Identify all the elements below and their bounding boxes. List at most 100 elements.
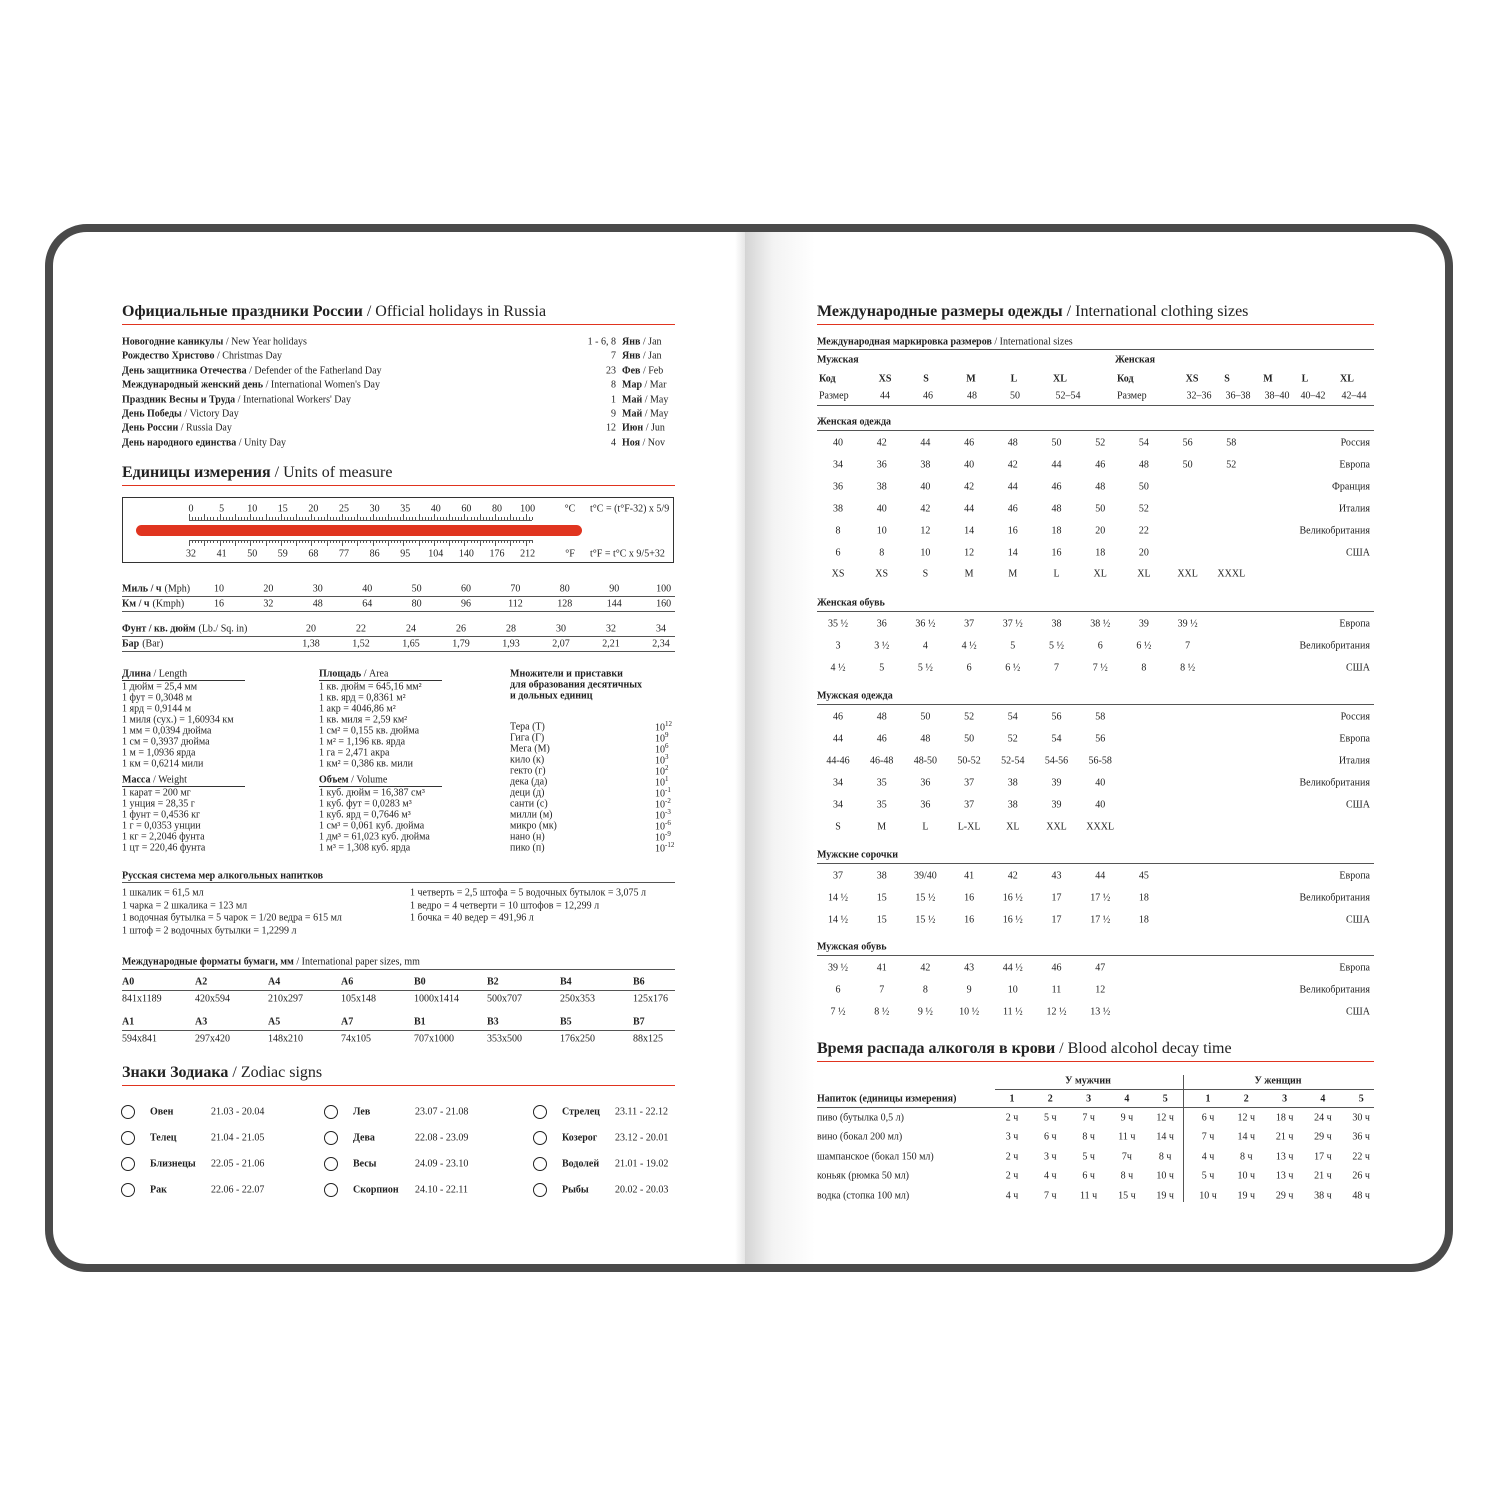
size-cell: XL (1137, 568, 1151, 580)
country: США (1346, 914, 1370, 926)
scale-tick (296, 540, 297, 546)
prefix-name: кило (к) (510, 754, 545, 766)
paper-size: 353x500 (487, 1033, 522, 1045)
zodiac-name: Дева (353, 1132, 375, 1144)
section-title: Время распада алкоголя в кровиBlood alco… (817, 1040, 1232, 1058)
scale-tick (289, 540, 291, 543)
text: °F (565, 548, 575, 560)
size-cell: L (922, 820, 929, 832)
size-cell: 50-52 (957, 755, 981, 767)
zodiac-dates: 23.12 - 20.01 (615, 1132, 669, 1144)
row-value: 1,79 (452, 638, 470, 650)
plain-part: Defender of the Fatherland Day (247, 365, 382, 376)
scale-tick (525, 514, 527, 520)
decay-time: 17 ч (1314, 1151, 1332, 1163)
size-cell: 5 (1010, 640, 1016, 652)
scale-tick (207, 517, 209, 520)
size-cell: 8 ½ (1180, 662, 1196, 674)
size-cell: 48 (1138, 459, 1149, 471)
scale-tick (265, 540, 267, 546)
size-cell: 47 (1095, 962, 1106, 974)
size-cell: 42 (964, 481, 975, 493)
prefix-power: 109 (655, 731, 669, 745)
scale-tick (375, 540, 377, 543)
row-value: 16 (214, 598, 224, 610)
rule (189, 520, 532, 521)
scale-tick (442, 517, 444, 520)
scale-tick (225, 540, 227, 543)
scale-tick (531, 540, 533, 543)
bold-part: Миль / ч (122, 583, 162, 595)
size-cell: 18 (1051, 524, 1062, 536)
decay-time: 14 ч (1156, 1131, 1174, 1143)
decay-time: 29 ч (1314, 1131, 1332, 1143)
size-cell: 43 (964, 962, 975, 974)
bold-part: Единицы измерения (122, 463, 271, 481)
size-cell: 44 (833, 733, 843, 745)
celsius-label: 10 (247, 503, 258, 515)
size-cell: 44 (964, 502, 975, 514)
row-value: 30 (312, 583, 323, 595)
size-cell: M (1008, 568, 1018, 580)
size-cell: 42 (1007, 459, 1018, 471)
size-cell: 52 (1138, 502, 1149, 514)
size-cell: 56 (1182, 437, 1193, 449)
paper-size: 841x1189 (122, 993, 162, 1005)
size-value: 52–54 (1055, 390, 1081, 402)
decay-time: 4 ч (1005, 1189, 1019, 1201)
scale-tick (192, 540, 193, 543)
section-title: Международные размеры одеждыInternationa… (817, 303, 1248, 321)
plain-part: International paper sizes, mm (294, 956, 420, 967)
size-cell: 4 ½ (830, 662, 846, 674)
size-cell: 14 (1007, 546, 1018, 558)
scale-tick (250, 540, 251, 546)
scale-tick (228, 517, 230, 520)
scale-tick (430, 540, 432, 543)
size-cell: 41 (876, 962, 887, 974)
scale-tick (446, 517, 447, 520)
zodiac-dates: 21.01 - 19.02 (615, 1158, 669, 1170)
scale-tick (366, 540, 368, 543)
rule (122, 969, 675, 970)
prefix-name: деци (д) (510, 787, 545, 799)
row-value: 2,21 (602, 638, 620, 650)
scale-tick (498, 517, 499, 520)
scale-tick (360, 540, 362, 543)
scale-tick (195, 540, 196, 543)
size-cell: 35 (876, 798, 887, 810)
size-cell: 39 ½ (828, 962, 848, 974)
conversion-line: 1 м³ = 1,308 куб. ярда (319, 842, 411, 854)
scale-tick (421, 540, 423, 543)
size-cell: 41 (964, 870, 975, 882)
holiday-day: 23 (606, 365, 616, 377)
text: У мужчин (1065, 1075, 1111, 1087)
power-exp: -12 (665, 841, 675, 850)
row-value: 70 (510, 583, 521, 595)
prefix-title: для образования десятичных (510, 679, 643, 691)
scale-tick (372, 540, 374, 546)
holiday-name: День ПобедыVictory Day (122, 408, 239, 420)
scale-tick (375, 517, 377, 520)
size-cell: 44 (1007, 481, 1018, 493)
text: 1 чарка = 2 шкалика = 123 мл (122, 899, 248, 911)
scale-tick (528, 540, 530, 543)
scale-tick (213, 540, 215, 543)
size-cell: 12 (964, 546, 975, 558)
prefix-power: 10-6 (655, 819, 671, 833)
scale-tick (409, 517, 411, 520)
scale-tick (308, 517, 310, 520)
prefix-power: 102 (655, 764, 669, 778)
row-value: 10 (214, 583, 224, 595)
row-value: 64 (362, 598, 373, 610)
bold-part: Янв (622, 336, 641, 348)
size-cell: 46 (964, 437, 975, 449)
bold-part: Рождество Христово (122, 350, 215, 362)
scale-tick (293, 540, 294, 543)
size-cell: 37 (964, 798, 975, 810)
scale-tick (519, 517, 521, 520)
decay-time: 4 ч (1044, 1170, 1057, 1182)
plain-part: Official holidays in Russia (363, 303, 546, 320)
size-cell: 50 (1138, 481, 1149, 493)
size-cell: 9 (966, 984, 972, 996)
decay-time: 7 ч (1044, 1189, 1057, 1201)
